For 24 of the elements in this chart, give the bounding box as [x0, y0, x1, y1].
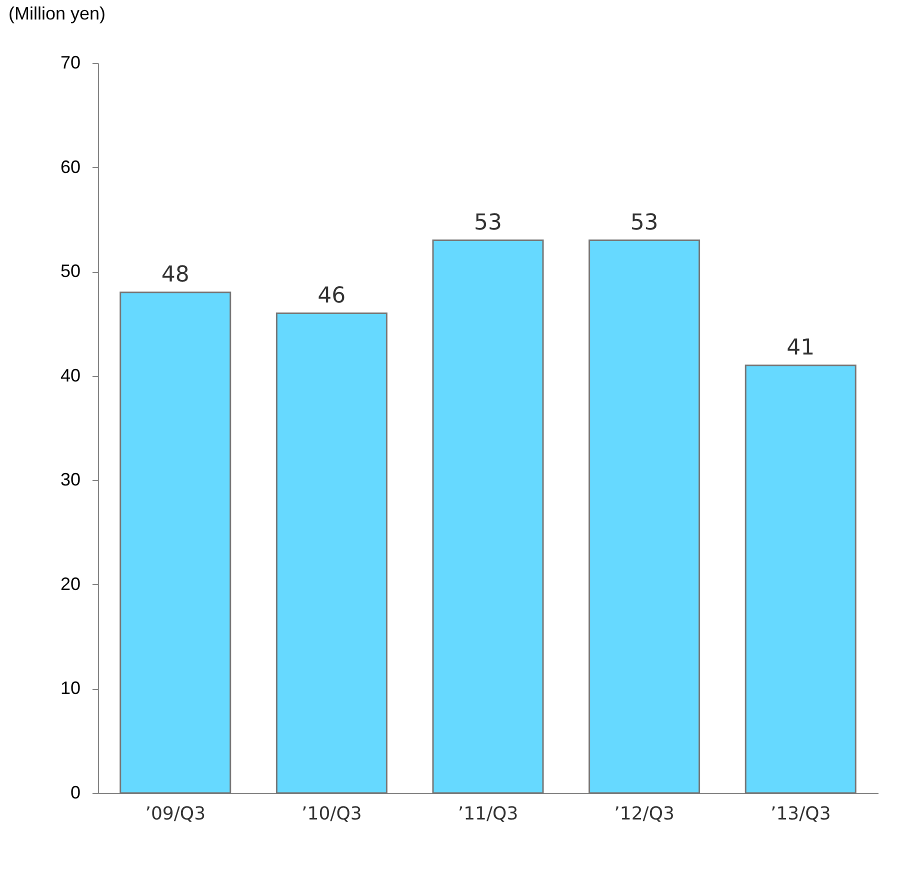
y-tick-label: 40 [60, 365, 80, 386]
x-tick-label: ’13/Q3 [770, 804, 831, 824]
y-axis-title: (Million yen) [8, 4, 106, 24]
data-label: 46 [318, 283, 346, 308]
y-tick-label: 0 [70, 782, 80, 802]
bar [276, 312, 388, 794]
bar [120, 292, 232, 794]
bar [432, 240, 544, 794]
x-tick-label: ’10/Q3 [302, 804, 362, 824]
data-label: 48 [161, 262, 190, 288]
bar [744, 364, 856, 794]
data-label: 53 [474, 210, 502, 236]
y-tick-label: 20 [60, 574, 80, 594]
data-label: 41 [786, 335, 815, 360]
x-tick-label: ’09/Q3 [145, 804, 206, 824]
y-tick-label: 50 [60, 261, 80, 282]
y-tick-label: 60 [60, 156, 80, 177]
bar [588, 240, 700, 794]
x-tick-label: ’12/Q3 [614, 804, 674, 824]
data-label: 53 [630, 210, 658, 236]
x-tick-label: ’11/Q3 [458, 804, 518, 824]
y-tick-label: 30 [60, 470, 80, 490]
y-tick-label: 70 [60, 52, 80, 72]
y-tick-label: 10 [60, 678, 80, 698]
